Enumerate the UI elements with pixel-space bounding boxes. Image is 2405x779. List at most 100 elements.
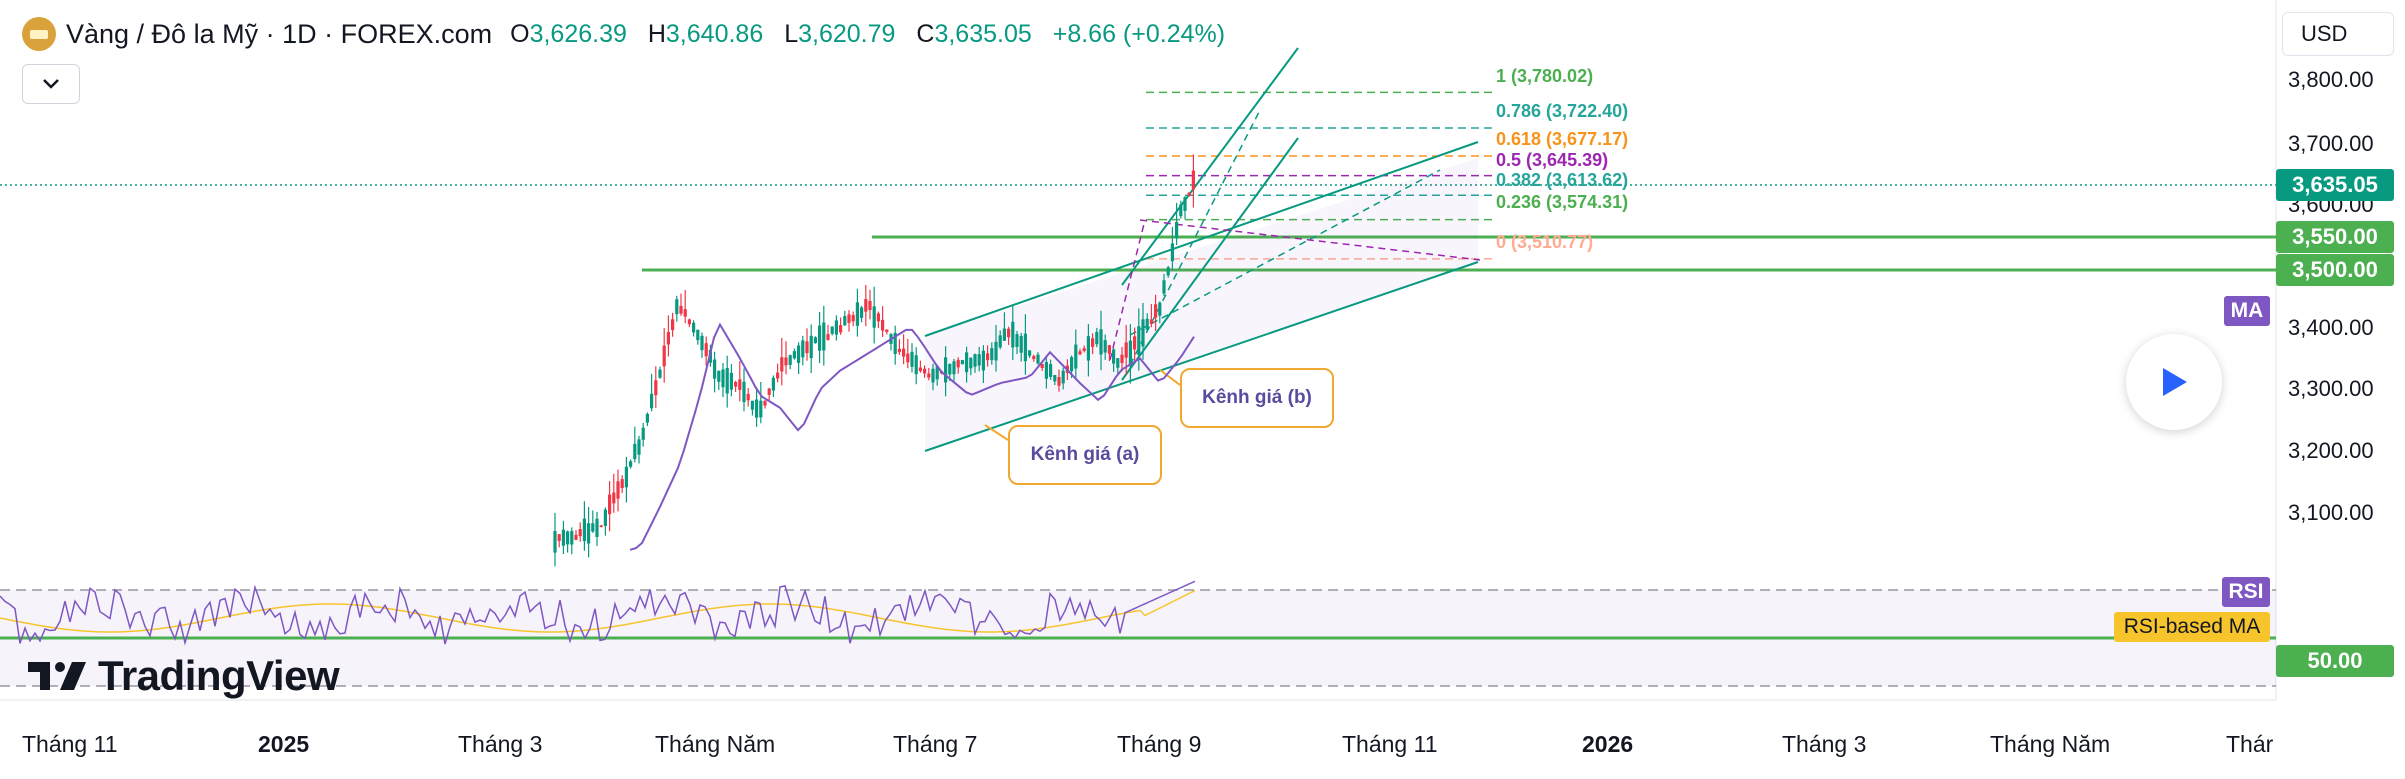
candle-body bbox=[1112, 349, 1116, 364]
candle-body bbox=[1057, 377, 1061, 386]
candle-body bbox=[931, 368, 935, 383]
candle-body bbox=[767, 388, 771, 395]
play-icon bbox=[2163, 368, 2187, 396]
candle-body bbox=[700, 335, 704, 351]
candle-body bbox=[1036, 354, 1040, 364]
candle-body bbox=[1191, 170, 1195, 190]
candle-body bbox=[1145, 318, 1149, 330]
y-tick: 3,100.00 bbox=[2288, 500, 2374, 525]
candle-body bbox=[1078, 351, 1082, 355]
candle-body bbox=[1053, 375, 1057, 382]
currency-button[interactable]: USD bbox=[2282, 12, 2394, 56]
projection-line bbox=[1139, 219, 1481, 261]
candle-body bbox=[885, 329, 889, 332]
channel-a-callout[interactable]: Kênh giá (a) bbox=[1008, 425, 1162, 485]
symbol-legend[interactable]: Vàng / Đô la Mỹ · 1D · FOREX.com O3,626.… bbox=[22, 14, 1239, 54]
candle-body bbox=[1032, 355, 1036, 360]
candle-body bbox=[784, 357, 788, 366]
candle-body bbox=[1162, 280, 1166, 294]
projection-line bbox=[1109, 219, 1146, 361]
candle-body bbox=[914, 355, 918, 375]
callout-pointer bbox=[984, 424, 1009, 441]
candle-body bbox=[822, 322, 826, 351]
candle-body bbox=[755, 399, 759, 418]
candle-body bbox=[1091, 338, 1095, 347]
candle-body bbox=[923, 368, 927, 374]
candle-body bbox=[750, 400, 754, 410]
fib-level-label: 0.5 (3,645.39) bbox=[1496, 150, 1609, 170]
candle-body bbox=[1133, 336, 1137, 350]
low-value: 3,620.79 bbox=[798, 19, 896, 48]
candle-body bbox=[1095, 331, 1099, 345]
x-tick: Tháng 3 bbox=[458, 731, 543, 757]
candle-body bbox=[587, 523, 591, 544]
candle-body bbox=[864, 299, 868, 312]
candle-body bbox=[860, 307, 864, 318]
candle-body bbox=[994, 341, 998, 361]
candle-body bbox=[1002, 328, 1006, 341]
candle-body bbox=[788, 355, 792, 365]
x-tick: 2025 bbox=[258, 731, 310, 757]
candle-body bbox=[566, 531, 570, 545]
candle-body bbox=[616, 481, 620, 499]
candle-body bbox=[981, 350, 985, 371]
candle-body bbox=[582, 518, 586, 542]
candle-body bbox=[1015, 334, 1019, 347]
candle-body bbox=[1086, 336, 1090, 361]
support-price-tag: 3,500.00 bbox=[2276, 254, 2394, 286]
low-label: L bbox=[784, 19, 799, 48]
candle-body bbox=[876, 313, 880, 322]
candle-body bbox=[679, 305, 683, 314]
candle-body bbox=[809, 335, 813, 359]
candle-body bbox=[1049, 364, 1053, 377]
rsi-line bbox=[0, 580, 1196, 646]
candle-body bbox=[843, 316, 847, 326]
fib-level-label: 0.236 (3,574.31) bbox=[1496, 192, 1629, 212]
tradingview-logo[interactable]: TradingView bbox=[28, 652, 340, 700]
candle-body bbox=[918, 367, 922, 372]
channel-a-upper bbox=[924, 141, 1479, 337]
candle-body bbox=[881, 319, 885, 331]
candle-body bbox=[729, 372, 733, 390]
brand-name: TradingView bbox=[98, 652, 340, 699]
tradingview-logo-icon bbox=[28, 662, 86, 690]
candle-body bbox=[948, 364, 952, 375]
candle-body bbox=[973, 354, 977, 367]
candle-body bbox=[1179, 204, 1183, 217]
candle-body bbox=[813, 337, 817, 344]
candle-body bbox=[952, 361, 956, 375]
candle-body bbox=[704, 343, 708, 357]
candle-body bbox=[1141, 319, 1145, 347]
candle-body bbox=[1011, 321, 1015, 348]
candle-body bbox=[746, 393, 750, 401]
candle-body bbox=[792, 351, 796, 359]
x-tick: Tháng 3 bbox=[1782, 731, 1867, 757]
rsi-ma-series-tag: RSI-based MA bbox=[2114, 612, 2270, 642]
candle-body bbox=[1023, 333, 1027, 362]
candle-body bbox=[1124, 342, 1128, 358]
channel-b-callout[interactable]: Kênh giá (b) bbox=[1180, 368, 1334, 428]
candle-body bbox=[818, 325, 822, 351]
candle-body bbox=[839, 325, 843, 333]
collapse-legend-button[interactable] bbox=[22, 64, 80, 104]
x-tick: Tháng 11 bbox=[1342, 731, 1438, 757]
candle-body bbox=[868, 300, 872, 311]
candle-body bbox=[759, 400, 763, 418]
candle-body bbox=[671, 319, 675, 331]
candle-body bbox=[969, 357, 973, 369]
candle-body bbox=[620, 479, 624, 488]
rsi-level-tag: 50.00 bbox=[2276, 645, 2394, 677]
candle-body bbox=[1082, 348, 1086, 351]
fib-level-label: 0.618 (3,677.17) bbox=[1496, 129, 1629, 149]
fib-level-label: 0.382 (3,613.62) bbox=[1496, 170, 1629, 190]
candle-body bbox=[1019, 335, 1023, 353]
candle-body bbox=[557, 534, 561, 541]
replay-play-button[interactable] bbox=[2126, 334, 2222, 430]
candle-body bbox=[692, 322, 696, 333]
candle-body bbox=[1158, 302, 1162, 316]
candle-body bbox=[1107, 345, 1111, 354]
gold-coin-icon bbox=[22, 17, 56, 51]
candle-body bbox=[893, 332, 897, 354]
